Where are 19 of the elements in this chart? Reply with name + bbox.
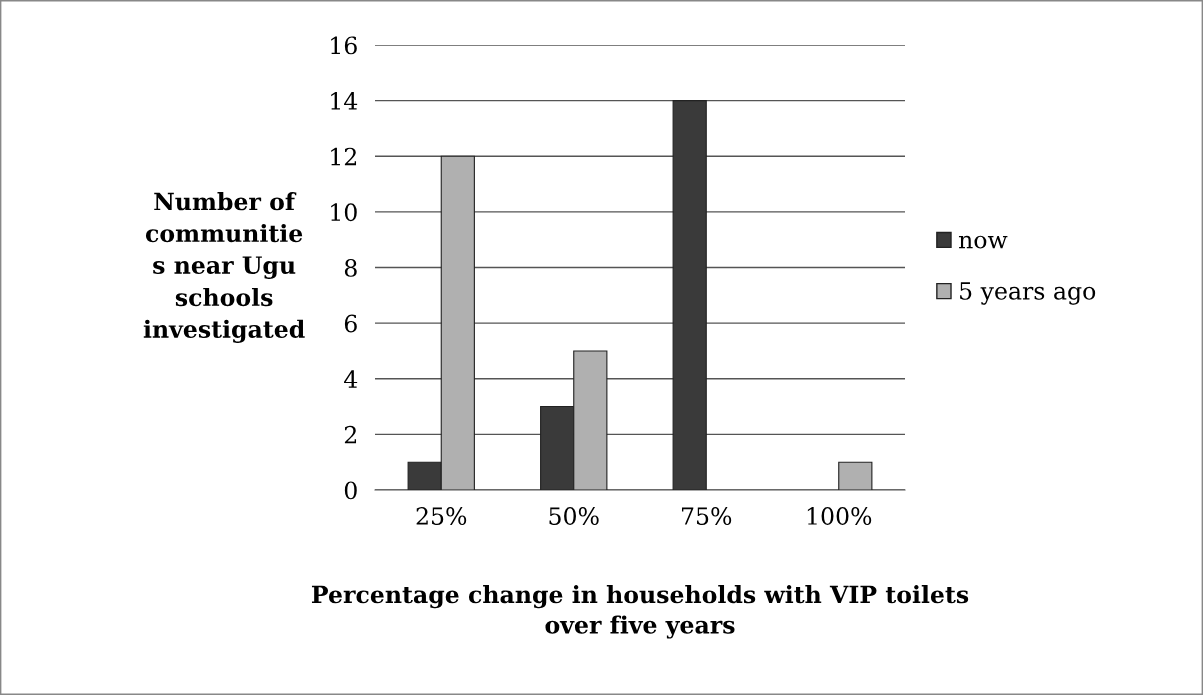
y-axis-title: Number of communitie s near Ugu schools investigated xyxy=(143,192,305,343)
x-tick-label: 100% xyxy=(807,507,872,525)
legend-label: 5 years ago xyxy=(960,282,1096,305)
y-tick-label: 4 xyxy=(344,370,358,388)
y-tick-label: 6 xyxy=(344,314,357,333)
y-tick-label: 0 xyxy=(344,481,357,500)
y-tick-label: 10 xyxy=(331,203,357,222)
x-tick-label: 75% xyxy=(682,507,732,525)
bar xyxy=(672,100,707,490)
legend-label: now xyxy=(958,235,1008,249)
y-tick-label: 12 xyxy=(331,147,357,166)
y-tick-label: 14 xyxy=(331,92,358,110)
x-tick-label: 50% xyxy=(549,507,599,525)
x-tick-label: 25% xyxy=(416,507,467,525)
y-tick-label: 2 xyxy=(344,425,357,444)
x-axis-title: Percentage change in households with VIP toilets over five years xyxy=(311,585,969,639)
bar xyxy=(838,461,873,490)
y-tick-label: 8 xyxy=(344,258,357,277)
y-tick-label: 16 xyxy=(331,36,357,55)
